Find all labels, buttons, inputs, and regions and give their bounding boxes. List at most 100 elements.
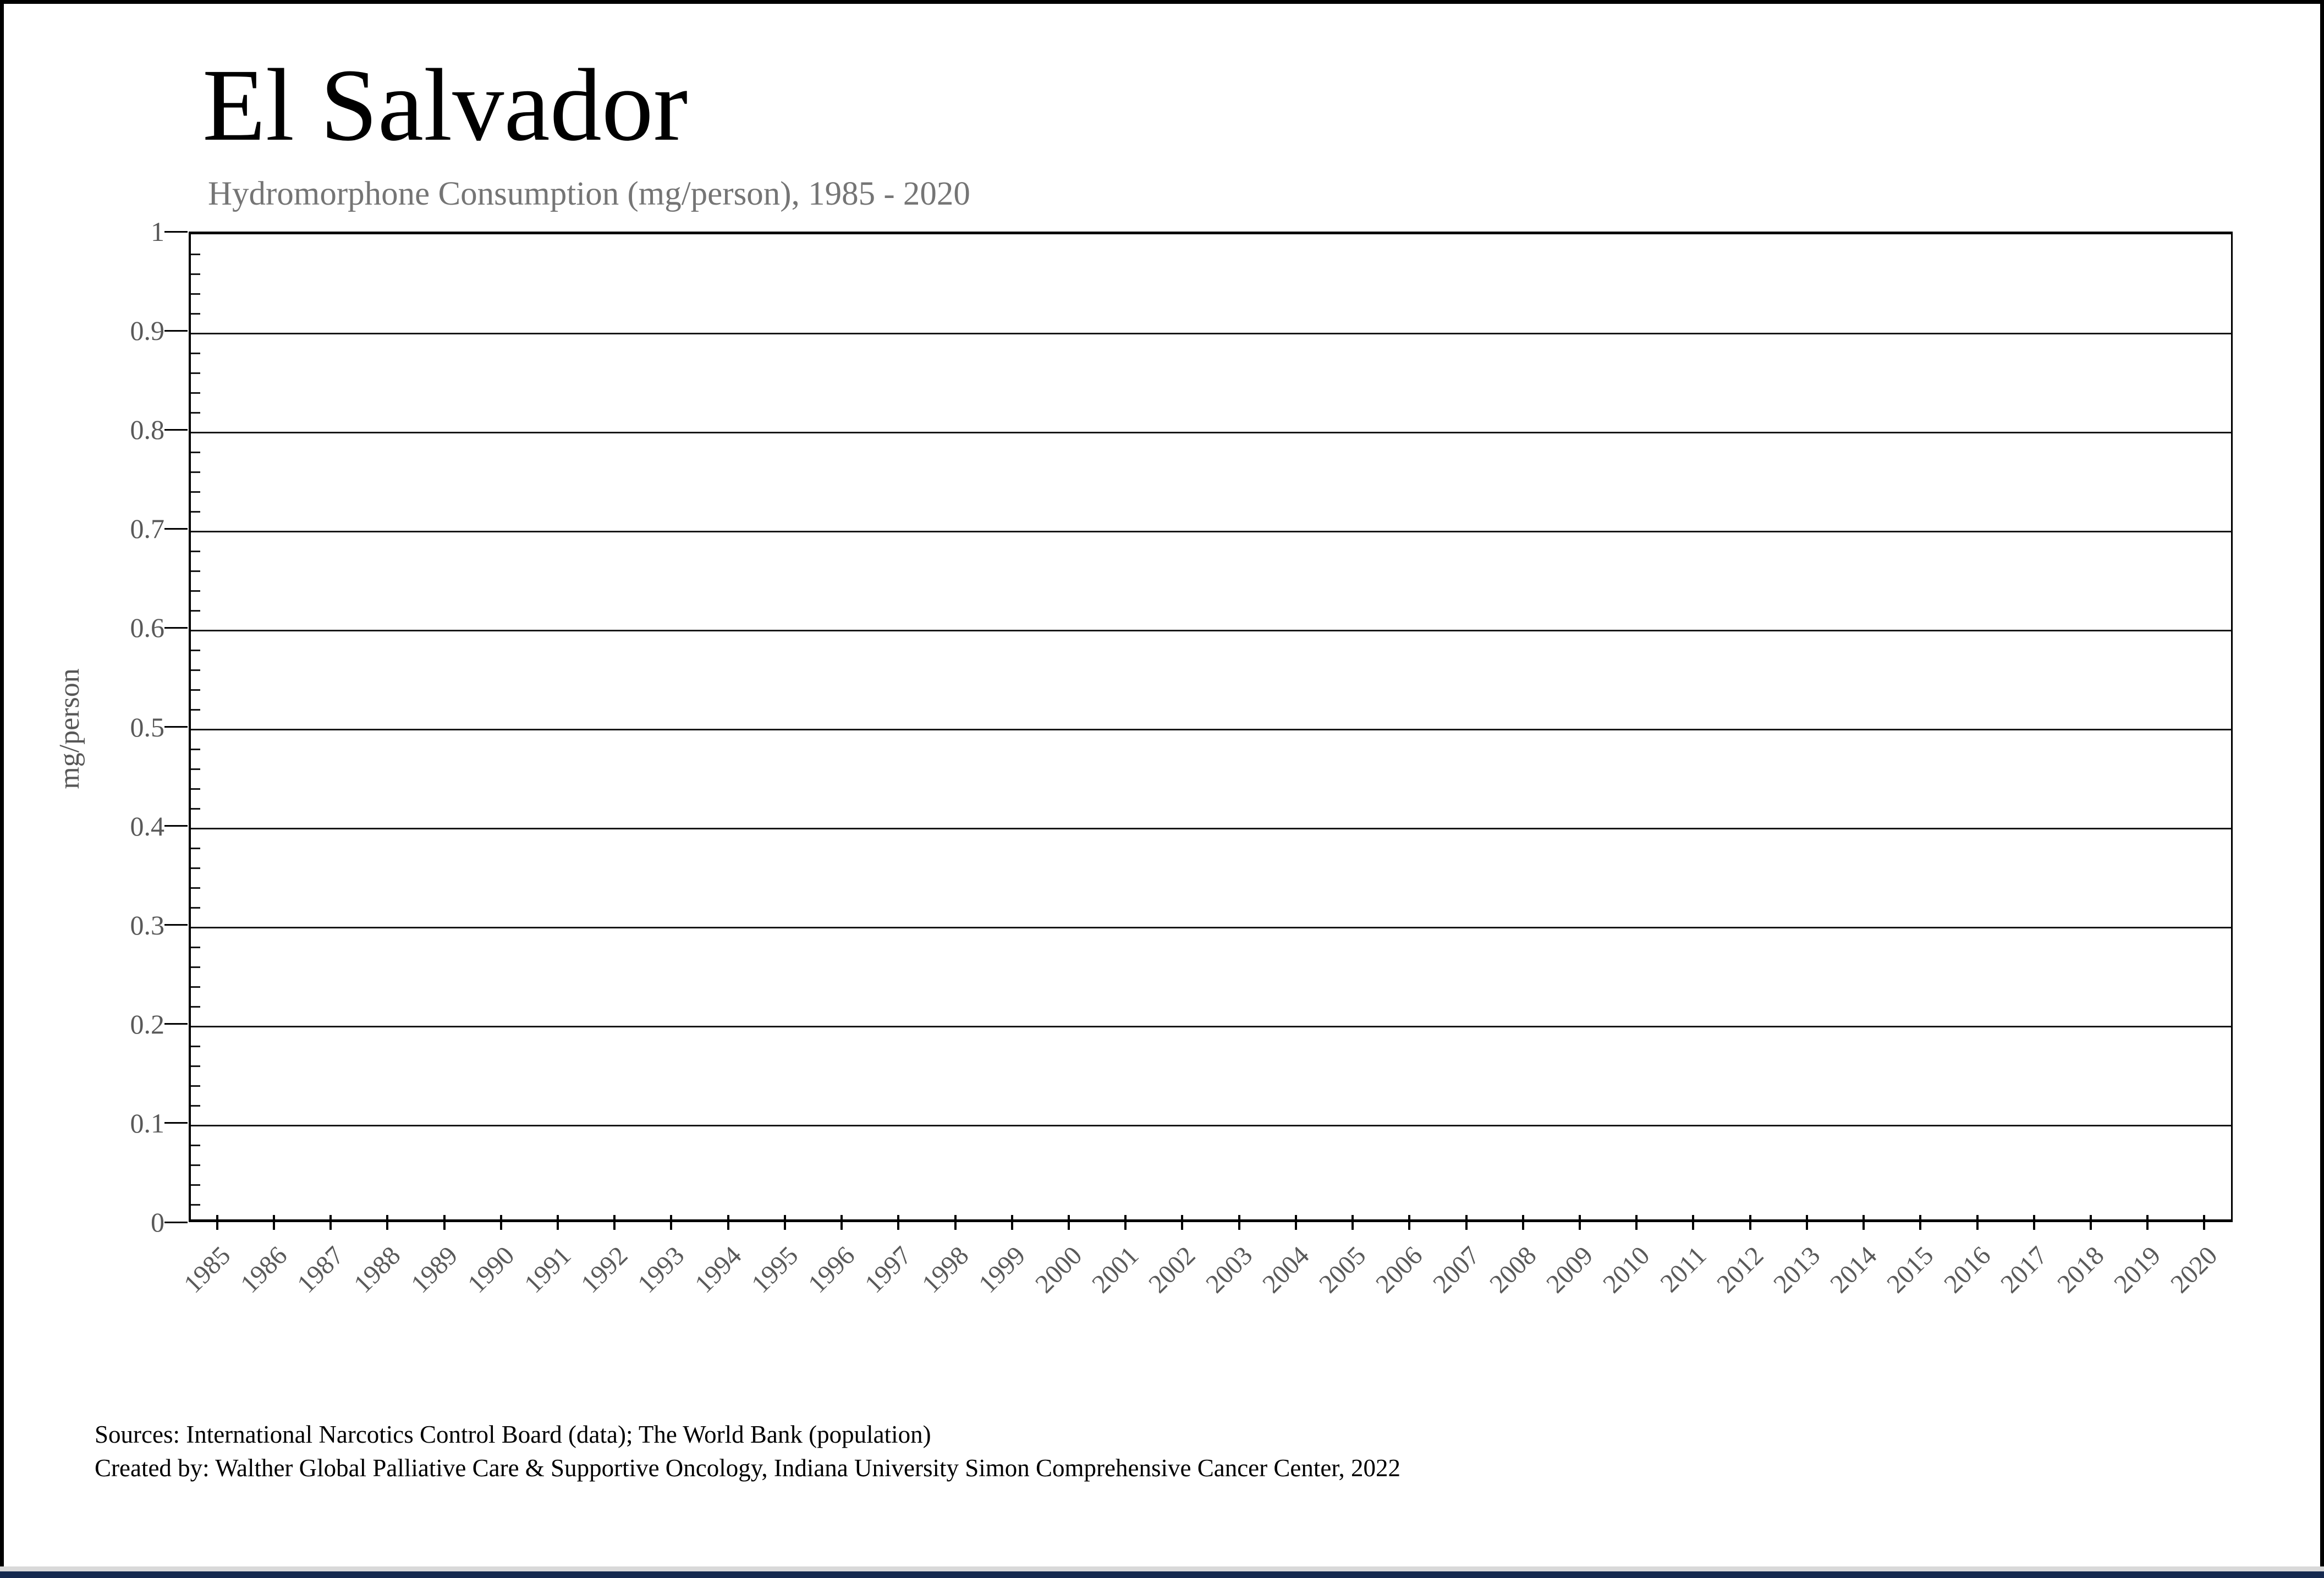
y-minor-tick (191, 867, 200, 870)
y-minor-tick (191, 570, 200, 572)
y-tick-label: 1 (151, 216, 164, 247)
y-minor-tick (191, 471, 200, 473)
y-minor-tick (191, 392, 200, 394)
gridline (191, 530, 2231, 532)
y-tick-label: 0.3 (130, 909, 165, 941)
x-tick (1692, 1215, 1695, 1230)
x-tick (216, 1215, 218, 1230)
chart-title: El Salvador (202, 47, 688, 162)
x-tick (2032, 1215, 2035, 1230)
x-tick (1181, 1215, 1184, 1230)
y-minor-tick (191, 808, 200, 810)
y-major-tick (164, 1023, 188, 1025)
y-minor-tick (191, 1105, 200, 1107)
y-minor-tick (191, 411, 200, 414)
x-tick (1465, 1215, 1468, 1230)
x-tick (1635, 1215, 1638, 1230)
x-tick (443, 1215, 446, 1230)
y-tick-label: 0.6 (130, 612, 165, 644)
x-tick (1408, 1215, 1411, 1230)
y-major-tick (164, 527, 188, 530)
x-tick (954, 1215, 957, 1230)
plot-area (189, 232, 2233, 1222)
y-minor-tick (191, 550, 200, 552)
x-tick (1863, 1215, 1865, 1230)
source-attribution: Sources: International Narcotics Control… (95, 1418, 1400, 1485)
x-tick (1351, 1215, 1354, 1230)
x-tick (1124, 1215, 1127, 1230)
y-tick-label: 0.5 (130, 711, 165, 743)
x-tick (1067, 1215, 1070, 1230)
y-minor-tick (191, 907, 200, 909)
gridline (191, 1125, 2231, 1127)
y-minor-tick (191, 689, 200, 691)
x-tick (272, 1215, 275, 1230)
y-minor-tick (191, 708, 200, 711)
x-tick (1805, 1215, 1808, 1230)
x-tick (1919, 1215, 1922, 1230)
y-minor-tick (191, 312, 200, 315)
y-tick-label: 0 (151, 1207, 164, 1238)
x-tick (2203, 1215, 2206, 1230)
y-minor-tick (191, 590, 200, 592)
y-minor-tick (191, 293, 200, 295)
y-minor-tick (191, 273, 200, 275)
gridline (191, 729, 2231, 730)
x-tick (1976, 1215, 1979, 1230)
footer-gray-strip (0, 1566, 2324, 1571)
x-tick (1010, 1215, 1013, 1230)
x-tick (1294, 1215, 1297, 1230)
x-tick (386, 1215, 389, 1230)
gridline (191, 927, 2231, 929)
y-major-tick (164, 825, 188, 827)
x-tick (613, 1215, 616, 1230)
y-minor-tick (191, 768, 200, 771)
x-tick (727, 1215, 729, 1230)
y-tick-label: 0.2 (130, 1008, 165, 1040)
y-minor-tick (191, 1046, 200, 1048)
y-major-tick (164, 428, 188, 431)
y-minor-tick (191, 352, 200, 354)
y-minor-tick (191, 253, 200, 255)
y-major-tick (164, 230, 188, 233)
x-tick (2146, 1215, 2149, 1230)
x-tick (783, 1215, 786, 1230)
y-minor-tick (191, 1085, 200, 1087)
y-minor-tick (191, 1164, 200, 1167)
gridline (191, 1026, 2231, 1028)
x-tick (556, 1215, 559, 1230)
source-line-2: Created by: Walther Global Palliative Ca… (95, 1454, 1401, 1482)
source-line-1: Sources: International Narcotics Control… (95, 1421, 931, 1448)
y-minor-tick (191, 966, 200, 969)
y-tick-label: 0.9 (130, 315, 165, 347)
x-tick (499, 1215, 502, 1230)
y-tick-label: 0.7 (130, 513, 165, 545)
y-major-tick (164, 1122, 188, 1124)
y-major-tick (164, 329, 188, 332)
x-tick (670, 1215, 673, 1230)
y-minor-tick (191, 1204, 200, 1206)
x-tick (1749, 1215, 1751, 1230)
y-minor-tick (191, 669, 200, 671)
y-minor-tick (191, 510, 200, 513)
y-minor-tick (191, 491, 200, 493)
x-tick (2089, 1215, 2092, 1230)
y-major-tick (164, 726, 188, 728)
y-tick-label: 0.8 (130, 414, 165, 446)
footer-accent-bar (0, 1571, 2324, 1578)
y-minor-tick (191, 1145, 200, 1147)
chart-subtitle: Hydromorphone Consumption (mg/person), 1… (208, 175, 970, 212)
y-minor-tick (191, 1065, 200, 1068)
x-tick (1238, 1215, 1240, 1230)
y-minor-tick (191, 1184, 200, 1186)
x-tick (897, 1215, 900, 1230)
y-minor-tick (191, 749, 200, 751)
x-tick (329, 1215, 332, 1230)
y-minor-tick (191, 848, 200, 850)
y-minor-tick (191, 986, 200, 988)
gridline (191, 629, 2231, 631)
y-minor-tick (191, 609, 200, 612)
y-minor-tick (191, 947, 200, 949)
gridline (191, 431, 2231, 433)
